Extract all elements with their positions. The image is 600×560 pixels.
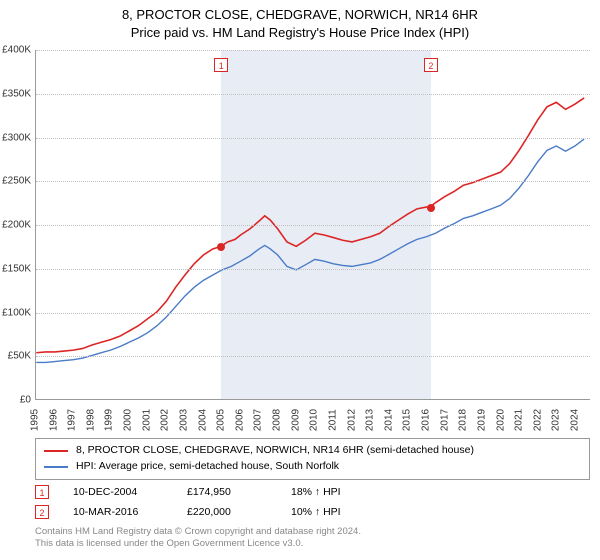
legend-item-hpi: HPI: Average price, semi-detached house,… [44,459,581,475]
gridline [36,50,590,51]
x-axis-label: 2012 [346,409,357,431]
legend-box: 8, PROCTOR CLOSE, CHEDGRAVE, NORWICH, NR… [35,438,590,480]
gridline [36,313,590,314]
x-axis-label: 2014 [383,409,394,431]
x-axis-label: 2020 [495,409,506,431]
gridline [36,181,590,182]
x-axis-label: 2002 [160,409,171,431]
footer-line-1: Contains HM Land Registry data © Crown c… [35,526,361,537]
sale-date-2: 10-MAR-2016 [73,506,163,518]
x-axis-label: 2022 [532,409,543,431]
marker-label-2: 2 [424,58,438,72]
sale-marker-2: 2 [35,505,49,519]
x-axis-label: 2007 [253,409,264,431]
x-axis-label: 2010 [309,409,320,431]
sale-date-1: 10-DEC-2004 [73,486,163,498]
sale-hpi-1: 18% ↑ HPI [291,486,381,498]
sale-price-1: £174,950 [187,486,267,498]
footer-line-2: This data is licensed under the Open Gov… [35,538,303,549]
y-axis-label: £300K [1,132,31,143]
gridline [36,269,590,270]
x-axis-label: 2000 [123,409,134,431]
title-address: 8, PROCTOR CLOSE, CHEDGRAVE, NORWICH, NR… [122,7,478,22]
y-axis-label: £150K [1,263,31,274]
sale-price-2: £220,000 [187,506,267,518]
gridline [36,356,590,357]
x-axis-label: 2005 [216,409,227,431]
y-axis-label: £350K [1,88,31,99]
gridline [36,94,590,95]
marker-dot-2 [427,204,435,212]
x-axis-label: 1999 [104,409,115,431]
title-subtitle: Price paid vs. HM Land Registry's House … [131,25,469,40]
x-axis-label: 1995 [30,409,41,431]
x-axis-label: 2009 [290,409,301,431]
x-axis-label: 2013 [365,409,376,431]
y-axis-label: £100K [1,307,31,318]
x-axis-label: 2023 [551,409,562,431]
sale-hpi-2: 10% ↑ HPI [291,506,381,518]
sale-row-2: 2 10-MAR-2016 £220,000 10% ↑ HPI [35,502,590,522]
sale-marker-1: 1 [35,485,49,499]
marker-dot-1 [217,243,225,251]
footer-attribution: Contains HM Land Registry data © Crown c… [35,526,590,550]
x-axis-label: 2018 [458,409,469,431]
x-axis-label: 1997 [67,409,78,431]
x-axis-label: 2017 [439,409,450,431]
x-axis-label: 1996 [48,409,59,431]
marker-label-1: 1 [214,58,228,72]
sales-table: 1 10-DEC-2004 £174,950 18% ↑ HPI 2 10-MA… [35,482,590,522]
x-axis-label: 2008 [272,409,283,431]
x-axis-label: 2015 [402,409,413,431]
y-axis-label: £0 [1,395,31,406]
y-axis-label: £250K [1,176,31,187]
x-axis-label: 2019 [476,409,487,431]
legend-item-property: 8, PROCTOR CLOSE, CHEDGRAVE, NORWICH, NR… [44,443,581,459]
legend-label-hpi: HPI: Average price, semi-detached house,… [76,459,339,475]
x-axis-label: 2003 [178,409,189,431]
x-axis-labels: 1995199619971998199920002001200220032004… [35,402,590,432]
y-axis-label: £400K [1,45,31,56]
x-axis-label: 2006 [234,409,245,431]
y-axis-label: £50K [1,351,31,362]
legend-label-property: 8, PROCTOR CLOSE, CHEDGRAVE, NORWICH, NR… [76,443,474,459]
y-axis-label: £200K [1,220,31,231]
x-axis-label: 2024 [570,409,581,431]
chart-plot-area: £0£50K£100K£150K£200K£250K£300K£350K£400… [35,50,590,400]
x-axis-label: 2001 [141,409,152,431]
chart-title: 8, PROCTOR CLOSE, CHEDGRAVE, NORWICH, NR… [0,0,600,41]
x-axis-label: 2021 [514,409,525,431]
x-axis-label: 2016 [421,409,432,431]
legend-swatch-hpi [44,466,68,468]
x-axis-label: 2004 [197,409,208,431]
series-line-hpi [36,139,584,362]
sale-row-1: 1 10-DEC-2004 £174,950 18% ↑ HPI [35,482,590,502]
gridline [36,138,590,139]
legend-swatch-property [44,450,68,452]
x-axis-label: 2011 [327,409,338,431]
x-axis-label: 1998 [85,409,96,431]
gridline [36,225,590,226]
